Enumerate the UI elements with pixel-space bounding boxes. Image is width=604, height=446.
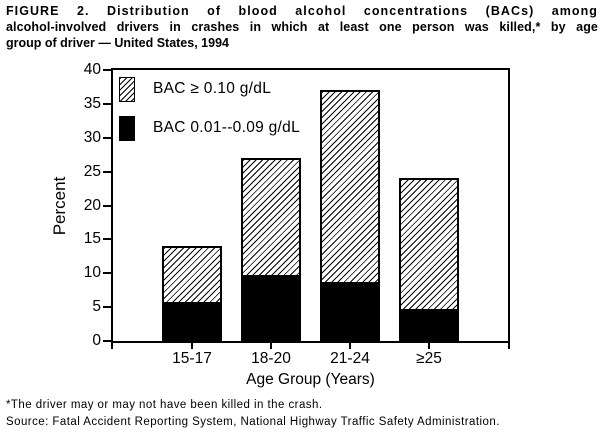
y-axis-title: Percent — [50, 176, 69, 236]
bar-segment-low-bac — [401, 309, 457, 341]
x-axis-corner-tick — [508, 343, 510, 349]
y-axis-tick — [103, 306, 111, 309]
y-axis-tick-label: 35 — [83, 94, 101, 112]
y-axis-tick — [103, 136, 111, 139]
legend: BAC ≥ 0.10 g/dL BAC 0.01--0.09 g/dL — [119, 76, 300, 154]
x-axis-tick — [191, 343, 193, 349]
y-axis-tick-label: 0 — [92, 332, 101, 349]
y-axis-tick-label: 30 — [83, 128, 101, 146]
legend-swatch-hatched-icon — [119, 76, 135, 102]
x-axis-tick — [270, 343, 272, 349]
y-axis-tick-label: 25 — [83, 162, 101, 180]
x-axis-tick-label: 21-24 — [330, 350, 370, 367]
y-axis-tick-label: 20 — [83, 196, 101, 214]
y-axis-tick-label: 15 — [83, 230, 101, 248]
footnote: *The driver may or may not have been kil… — [6, 399, 323, 411]
y-axis-tick — [103, 102, 111, 105]
legend-label: BAC 0.01--0.09 g/dL — [153, 119, 301, 136]
bar-segment-low-bac — [243, 275, 299, 341]
figure-caption-line-1: FIGURE 2. Distribution of blood alcohol … — [6, 4, 598, 18]
bar-segment-low-bac — [164, 302, 220, 341]
bar — [399, 178, 459, 341]
y-axis-tick-label: 40 — [83, 61, 101, 78]
legend-swatch-solid-icon — [119, 115, 135, 141]
y-axis-tick — [103, 272, 111, 275]
y-axis-tick-label: 5 — [92, 298, 101, 316]
x-axis-title: Age Group (Years) — [246, 371, 375, 388]
y-axis-tick — [103, 69, 111, 71]
y-axis-tick — [103, 340, 111, 342]
figure-caption: FIGURE 2. Distribution of blood alcohol … — [6, 3, 598, 51]
bar-segment-low-bac — [322, 282, 378, 341]
bar — [241, 158, 301, 341]
y-axis-tick — [103, 204, 111, 207]
x-axis-tick-label: 18-20 — [251, 350, 291, 367]
legend-label: BAC ≥ 0.10 g/dL — [153, 80, 272, 97]
x-axis-tick — [428, 343, 430, 349]
y-axis-tick — [103, 170, 111, 173]
bar — [320, 90, 380, 341]
plot-area: BAC ≥ 0.10 g/dL BAC 0.01--0.09 g/dL 0 5 10… — [84, 61, 510, 367]
y-axis-tick-label: 10 — [83, 264, 101, 282]
x-axis-tick-label: 15-17 — [172, 350, 212, 367]
x-axis-corner-tick — [111, 343, 113, 349]
figure-caption-line-2: alcohol-involved drivers in crashes in w… — [6, 20, 598, 34]
x-axis-tick-label: ≥25 — [416, 350, 442, 367]
legend-item: BAC ≥ 0.10 g/dL — [119, 76, 300, 102]
figure-caption-line-3: group of driver — United States, 1994 — [6, 36, 229, 50]
source-note: Source: Fatal Accident Reporting System,… — [6, 416, 500, 428]
bar — [162, 246, 222, 341]
y-axis-tick — [103, 238, 111, 241]
legend-item: BAC 0.01--0.09 g/dL — [119, 115, 300, 141]
x-axis-tick — [349, 343, 351, 349]
